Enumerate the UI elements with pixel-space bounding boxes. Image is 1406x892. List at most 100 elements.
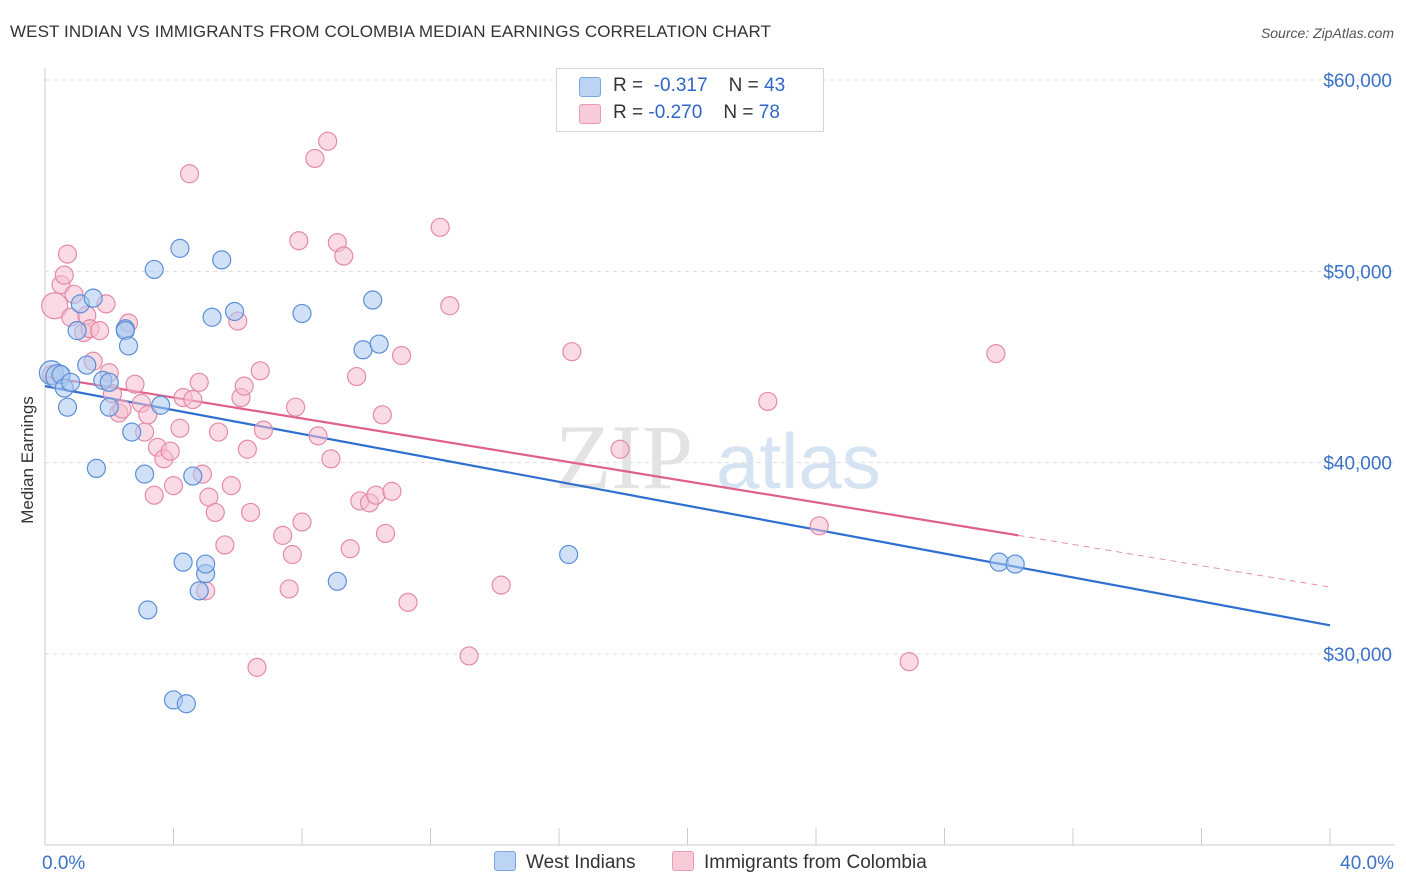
- data-point-colombia: [90, 321, 110, 341]
- bottom-legend-label: Immigrants from Colombia: [704, 852, 927, 873]
- data-point-west-indians: [83, 288, 103, 308]
- data-point-colombia: [160, 441, 180, 461]
- data-point-colombia: [347, 366, 367, 387]
- data-point-west-indians: [224, 301, 245, 322]
- bottom-legend-label: West Indians: [526, 852, 636, 873]
- data-point-colombia: [372, 405, 392, 425]
- data-point-west-indians: [151, 395, 171, 415]
- data-point-colombia: [986, 344, 1006, 364]
- data-point-west-indians: [86, 458, 107, 479]
- data-point-west-indians: [183, 466, 203, 486]
- data-point-west-indians: [212, 250, 232, 270]
- data-point-colombia: [279, 579, 299, 599]
- data-point-west-indians: [173, 552, 193, 572]
- legend-stats-text: R = -0.317 N = 43: [613, 75, 786, 96]
- bottom-legend-west-indians: West Indians: [494, 851, 635, 874]
- data-point-colombia: [375, 523, 396, 544]
- trend-line-colombia-extension: [1018, 534, 1331, 588]
- data-point-colombia: [125, 374, 145, 394]
- gridlines: [45, 79, 1395, 655]
- tick-labels: $30,000 $40,000 $50,000 $60,000 0.0% 40.0%: [42, 71, 1394, 874]
- data-point-colombia: [430, 217, 450, 237]
- data-point-colombia: [234, 376, 254, 396]
- data-point-colombia: [321, 449, 341, 469]
- source-label: Source: ZipAtlas.com: [1260, 25, 1394, 41]
- data-point-colombia: [205, 502, 225, 523]
- data-point-west-indians: [176, 694, 196, 714]
- data-point-colombia: [41, 292, 69, 320]
- data-point-colombia: [237, 439, 257, 459]
- data-point-west-indians: [170, 238, 190, 258]
- legend-n-value: 78: [758, 102, 780, 123]
- data-point-colombia: [247, 657, 267, 677]
- data-point-colombia: [241, 502, 261, 523]
- data-point-colombia: [189, 372, 209, 392]
- data-point-colombia: [215, 535, 235, 555]
- data-point-colombia: [138, 405, 158, 425]
- data-point-west-indians: [189, 581, 209, 601]
- data-point-colombia: [366, 485, 386, 505]
- data-point-west-indians: [57, 397, 78, 417]
- bottom-legend-swatch-pink: [672, 851, 694, 871]
- data-point-colombia: [440, 296, 460, 316]
- data-point-colombia: [610, 439, 630, 459]
- data-point-colombia: [179, 164, 200, 184]
- legend-swatch-blue: [579, 77, 601, 97]
- data-point-colombia: [809, 516, 829, 536]
- data-points: [38, 131, 1025, 714]
- data-point-colombia: [289, 231, 309, 251]
- data-point-colombia: [170, 418, 190, 438]
- data-point-colombia: [57, 244, 78, 264]
- data-point-west-indians: [353, 340, 373, 360]
- data-point-colombia: [282, 544, 302, 565]
- data-point-colombia: [340, 539, 360, 559]
- data-point-west-indians: [1005, 554, 1025, 574]
- data-point-west-indians: [363, 290, 383, 310]
- data-point-colombia: [899, 652, 919, 672]
- data-point-west-indians: [989, 552, 1009, 572]
- x-tick-label: 0.0%: [42, 853, 85, 874]
- data-point-west-indians: [202, 307, 222, 327]
- data-point-colombia: [253, 420, 274, 440]
- data-point-west-indians: [369, 334, 389, 354]
- data-point-colombia: [459, 646, 479, 666]
- data-point-west-indians: [67, 321, 87, 341]
- bottom-legend-swatch-blue: [494, 851, 516, 871]
- data-point-colombia: [273, 525, 293, 545]
- data-point-colombia: [250, 361, 270, 381]
- trend-line-colombia: [44, 375, 1019, 537]
- data-point-colombia: [758, 391, 778, 412]
- data-point-west-indians: [77, 355, 97, 375]
- data-point-west-indians: [99, 397, 119, 417]
- y-tick-label: $30,000: [1323, 645, 1392, 666]
- x-tick-label: 40.0%: [1340, 853, 1394, 874]
- data-point-colombia: [334, 246, 354, 266]
- data-point-west-indians: [196, 554, 216, 574]
- data-point-west-indians: [99, 372, 119, 392]
- data-point-colombia: [318, 131, 338, 151]
- y-tick-label: $60,000: [1323, 71, 1392, 92]
- data-point-colombia: [491, 575, 511, 595]
- data-point-west-indians: [118, 336, 139, 356]
- data-point-colombia: [398, 592, 418, 612]
- data-point-colombia: [163, 476, 184, 496]
- data-point-colombia: [208, 422, 229, 442]
- data-point-west-indians: [134, 464, 155, 484]
- data-point-colombia: [285, 397, 306, 417]
- data-point-west-indians: [61, 372, 81, 392]
- legend-stats-text: R = -0.270 N = 78: [613, 102, 780, 123]
- data-point-west-indians: [559, 544, 579, 565]
- legend-swatch-pink: [579, 104, 601, 124]
- data-point-west-indians: [144, 259, 164, 280]
- data-point-colombia: [382, 481, 402, 501]
- data-point-west-indians: [138, 600, 158, 620]
- data-point-colombia: [54, 265, 74, 285]
- data-point-colombia: [308, 426, 328, 446]
- y-tick-label: $40,000: [1323, 454, 1392, 475]
- stats-legend: R = -0.317 N = 43 R = -0.270 N = 78: [556, 68, 824, 132]
- data-point-colombia: [183, 389, 203, 410]
- legend-n-value: 43: [764, 75, 786, 96]
- axes: [44, 68, 1395, 846]
- watermark-atlas: atlas: [716, 417, 881, 505]
